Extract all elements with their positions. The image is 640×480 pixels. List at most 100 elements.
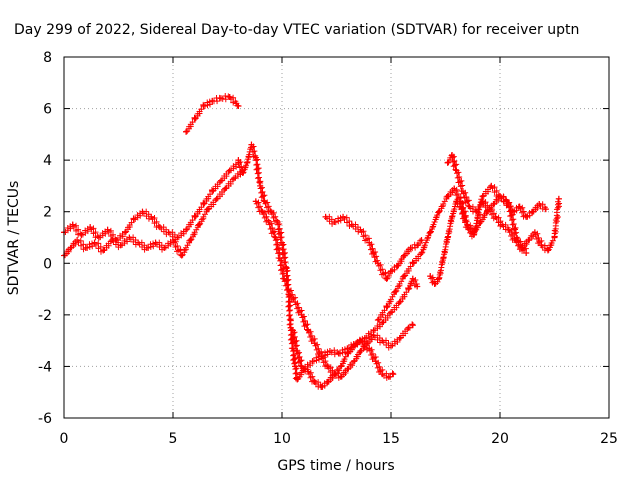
grid-lines bbox=[64, 57, 609, 418]
data-point bbox=[366, 239, 373, 246]
data-point bbox=[492, 213, 499, 220]
x-tick-label: 25 bbox=[600, 431, 618, 447]
chart-title: Day 299 of 2022, Sidereal Day-to-day VTE… bbox=[14, 22, 579, 38]
data-point bbox=[191, 115, 198, 122]
data-point bbox=[542, 206, 549, 213]
data-point bbox=[444, 234, 451, 241]
data-point bbox=[272, 234, 279, 241]
data-point bbox=[274, 219, 281, 226]
data-point bbox=[477, 219, 484, 226]
data-point bbox=[294, 376, 301, 383]
data-point bbox=[388, 309, 394, 316]
data-point bbox=[156, 224, 163, 231]
series-sat-e bbox=[252, 198, 416, 381]
data-point bbox=[305, 368, 312, 375]
data-point bbox=[122, 229, 129, 236]
data-point bbox=[69, 221, 76, 228]
data-point bbox=[379, 337, 386, 344]
data-point bbox=[135, 239, 142, 246]
data-point bbox=[497, 193, 503, 200]
data-point bbox=[67, 244, 74, 251]
data-point bbox=[401, 252, 408, 259]
data-point bbox=[294, 347, 301, 354]
data-point bbox=[231, 175, 238, 182]
data-point bbox=[516, 203, 523, 210]
data-point bbox=[409, 260, 416, 267]
data-point bbox=[490, 200, 497, 207]
x-tick-label: 5 bbox=[169, 431, 178, 447]
data-point bbox=[152, 239, 159, 246]
data-point bbox=[357, 226, 364, 233]
data-point bbox=[555, 195, 562, 202]
data-point bbox=[523, 249, 530, 256]
data-point bbox=[405, 324, 412, 331]
data-point bbox=[213, 195, 220, 202]
data-point bbox=[100, 247, 107, 254]
series-sat-f bbox=[289, 327, 397, 391]
x-axis-label: GPS time / hours bbox=[277, 458, 394, 474]
data-point bbox=[298, 311, 305, 318]
data-point bbox=[414, 283, 421, 290]
data-point bbox=[148, 213, 155, 220]
data-point bbox=[235, 157, 242, 164]
data-point bbox=[324, 378, 331, 385]
data-point bbox=[226, 93, 233, 100]
data-point bbox=[279, 239, 285, 246]
data-point bbox=[348, 221, 355, 228]
data-point bbox=[523, 213, 530, 220]
data-point bbox=[431, 280, 438, 287]
data-point bbox=[405, 286, 412, 293]
data-point bbox=[337, 363, 344, 370]
data-point bbox=[440, 255, 447, 262]
data-point bbox=[311, 340, 318, 347]
data-point bbox=[174, 234, 181, 241]
data-point bbox=[209, 188, 216, 195]
data-point bbox=[414, 242, 421, 249]
data-point bbox=[130, 216, 137, 223]
data-point bbox=[538, 242, 545, 249]
data-point bbox=[366, 345, 373, 352]
y-tick-label: -4 bbox=[38, 359, 52, 375]
data-point bbox=[350, 358, 357, 365]
data-point bbox=[392, 288, 399, 295]
data-point bbox=[311, 378, 318, 385]
data-point bbox=[252, 154, 259, 161]
data-point bbox=[340, 213, 347, 220]
data-point bbox=[82, 244, 89, 251]
data-point bbox=[309, 358, 316, 365]
data-point bbox=[276, 255, 283, 262]
data-point bbox=[536, 200, 543, 207]
axis-ticks: 0 5 10 15 20 25 -6 -4 -2 0 2 4 6 8 bbox=[38, 50, 618, 447]
data-point bbox=[108, 237, 115, 244]
data-point bbox=[514, 237, 521, 244]
data-point bbox=[74, 237, 81, 244]
data-point bbox=[259, 208, 266, 215]
data-point bbox=[531, 229, 538, 236]
data-point bbox=[126, 234, 133, 241]
data-point bbox=[370, 327, 377, 334]
x-tick-label: 20 bbox=[491, 431, 509, 447]
data-point bbox=[350, 342, 357, 349]
data-point bbox=[383, 304, 390, 311]
data-point bbox=[239, 170, 246, 177]
data-point bbox=[344, 366, 351, 373]
data-point bbox=[222, 185, 229, 192]
data-point bbox=[370, 332, 377, 339]
data-point bbox=[265, 219, 272, 226]
data-point bbox=[326, 347, 333, 354]
data-point bbox=[252, 198, 259, 205]
data-point bbox=[178, 252, 185, 259]
data-point bbox=[117, 242, 124, 249]
data-point bbox=[374, 317, 381, 324]
data-point bbox=[453, 167, 460, 174]
x-tick-label: 10 bbox=[273, 431, 291, 447]
data-point bbox=[87, 224, 94, 231]
data-point bbox=[217, 95, 224, 102]
series-sat-c bbox=[183, 92, 242, 135]
data-point bbox=[191, 213, 198, 220]
data-point bbox=[292, 363, 299, 370]
data-point bbox=[525, 237, 532, 244]
data-point bbox=[488, 182, 495, 189]
data-point bbox=[385, 373, 392, 380]
